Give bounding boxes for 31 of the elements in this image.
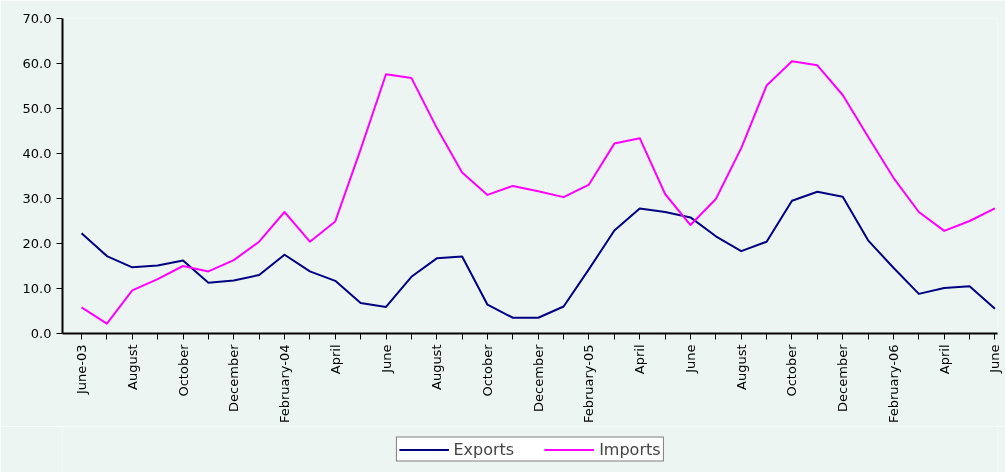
legend-label: Exports — [453, 439, 515, 459]
y-tick-label: 0.0 — [30, 326, 52, 341]
x-tick-label: June — [378, 344, 394, 374]
x-tick-label: December — [530, 343, 546, 412]
x-tick-label: April — [327, 344, 343, 375]
y-tick-label: 10.0 — [22, 281, 52, 296]
legend-label: Imports — [599, 439, 661, 459]
x-tick-label: December — [226, 343, 242, 412]
x-tick-label: February-05 — [581, 344, 597, 424]
y-tick-label: 70.0 — [22, 11, 52, 26]
x-tick-label: June — [987, 344, 1003, 374]
x-tick-label: April — [936, 344, 952, 375]
x-tick-label: August — [124, 344, 140, 390]
x-tick-label: August — [429, 344, 445, 390]
x-tick-label: February-04 — [277, 344, 293, 424]
y-tick-label: 20.0 — [22, 236, 52, 251]
x-tick-label: October — [784, 343, 800, 397]
line-series — [80, 190, 996, 319]
x-tick-label: June-03 — [74, 344, 90, 396]
x-tick-label: October — [480, 343, 495, 397]
x-tick-label: February-06 — [885, 344, 901, 424]
x-tick-label: October — [175, 343, 191, 397]
x-tick-label: December — [835, 343, 851, 412]
x-tick-label: June — [682, 344, 698, 374]
x-tick-label: August — [733, 344, 749, 390]
line-series — [80, 60, 996, 325]
y-tick-label: 60.0 — [22, 56, 52, 71]
y-tick-label: 40.0 — [22, 146, 52, 161]
y-tick-label: 50.0 — [22, 101, 52, 116]
y-tick-label: 30.0 — [22, 191, 52, 206]
x-tick-label: April — [632, 344, 648, 375]
